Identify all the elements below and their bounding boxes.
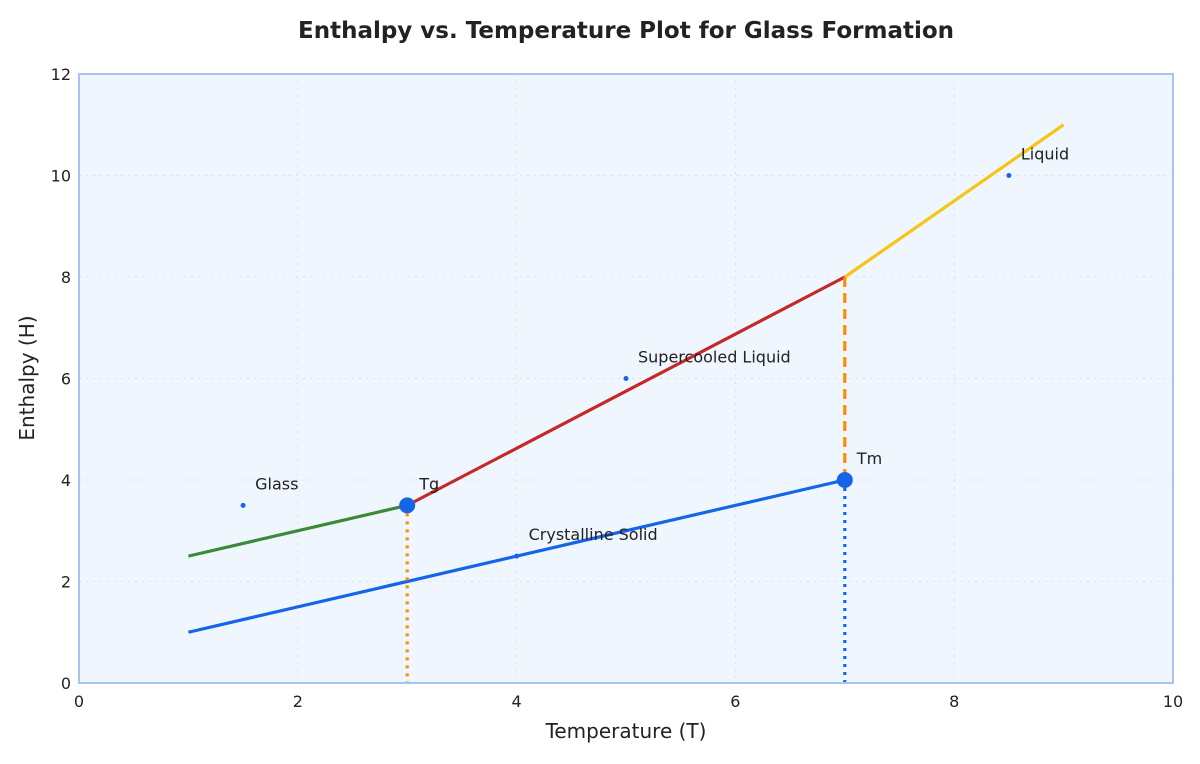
x-tick-label: 10 <box>1163 692 1183 711</box>
series-line <box>188 503 408 558</box>
y-tick-label: 6 <box>61 370 71 389</box>
y-tick-label: 8 <box>61 268 71 287</box>
chart-title: Enthalpy vs. Temperature Plot for Glass … <box>298 18 954 44</box>
annotation-dot <box>623 376 629 381</box>
annotation-label: Crystalline Solid <box>529 525 658 544</box>
point-label: Tm <box>856 449 882 468</box>
annotation-label: Supercooled Liquid <box>638 348 791 367</box>
annotation-dot <box>1006 173 1012 178</box>
critical-point <box>836 472 853 488</box>
y-tick-label: 10 <box>51 167 71 186</box>
x-tick-label: 4 <box>512 692 522 711</box>
point-label: Tg <box>418 474 439 493</box>
y-axis-label: Enthalpy (H) <box>15 315 39 440</box>
x-tick-label: 0 <box>74 692 84 711</box>
y-tick-label: 0 <box>61 674 71 693</box>
annotation-dot <box>514 553 520 559</box>
y-tick-label: 4 <box>61 471 71 490</box>
annotation-dot <box>240 502 246 508</box>
x-tick-label: 6 <box>730 692 740 711</box>
annotation-label: Liquid <box>1021 145 1069 164</box>
x-tick-label: 2 <box>293 692 303 711</box>
x-tick-label: 8 <box>949 692 959 711</box>
y-tick-label: 2 <box>61 573 71 592</box>
plot-frame <box>78 73 1174 684</box>
annotation-label: Glass <box>255 474 298 493</box>
series-line <box>406 275 846 507</box>
series-line <box>843 123 1065 279</box>
x-axis-label: Temperature (T) <box>545 719 707 743</box>
y-tick-label: 12 <box>51 65 71 84</box>
critical-point <box>399 497 416 514</box>
